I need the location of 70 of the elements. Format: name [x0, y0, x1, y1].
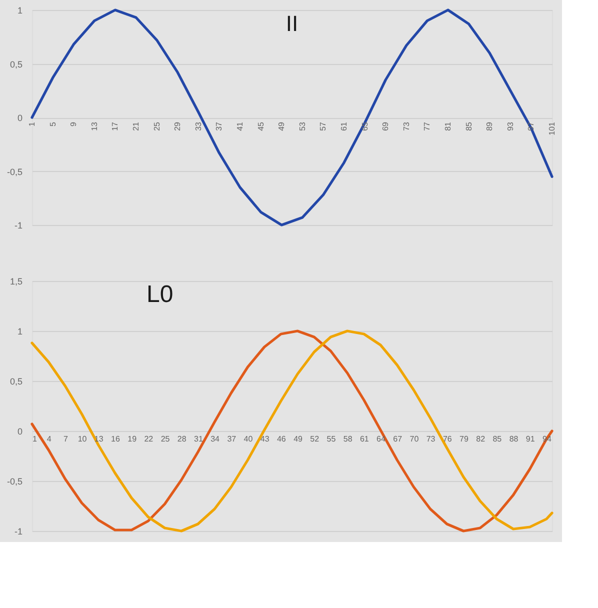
x-tick-label: 61 [360, 434, 370, 444]
x-tick-label: 16 [111, 434, 120, 444]
x-tick-label: 52 [310, 434, 320, 444]
x-tick-label: 85 [464, 121, 474, 131]
x-tick-label: 7 [63, 434, 68, 444]
line-series [30, 8, 554, 226]
x-tick-label: 37 [214, 121, 224, 131]
x-tick-label: 1 [32, 434, 38, 444]
x-tick-label: 5 [48, 121, 58, 126]
x-tick-label: 29 [173, 121, 182, 131]
x-tick-label: 41 [236, 121, 244, 131]
x-tick-label: 73 [402, 121, 411, 131]
x-tick-label: 88 [509, 434, 519, 444]
y-tick-label: 1 [17, 326, 22, 336]
x-tick-label: 81 [444, 121, 452, 131]
x-tick-label: 1 [28, 121, 36, 126]
x-tick-label: 77 [422, 121, 432, 131]
line-series [30, 330, 554, 532]
y-tick-label: -0,5 [6, 166, 22, 177]
y-tick-label: -1 [14, 220, 22, 230]
x-tick-label: 53 [298, 121, 307, 131]
x-tick-label: 89 [485, 121, 494, 131]
x-tick-label: 91 [526, 434, 536, 444]
x-tick-label: 9 [69, 121, 78, 126]
x-tick-label: 57 [318, 121, 328, 131]
x-tick-label: 65 [360, 121, 370, 131]
x-tick-label: 93 [506, 121, 515, 131]
y-tick-label: 0,5 [10, 59, 22, 70]
x-tick-label: 25 [160, 434, 170, 444]
x-tick-label: 13 [90, 121, 99, 131]
x-tick-label: 19 [128, 434, 138, 444]
x-tick-label: 97 [526, 121, 536, 131]
x-tick-label: 55 [326, 434, 336, 444]
y-tick-label: 0 [17, 113, 22, 123]
x-tick-label: 25 [152, 121, 162, 131]
chart-title: L0 [146, 281, 174, 308]
x-tick-label: 33 [194, 121, 203, 131]
x-tick-label: 49 [277, 121, 286, 131]
x-tick-label: 43 [260, 434, 270, 444]
x-tick-label: 37 [227, 434, 237, 444]
x-tick-label: 76 [442, 434, 452, 444]
y-tick-label: 1 [17, 6, 22, 16]
x-tick-label: 4 [46, 434, 52, 444]
x-tick-label: 17 [110, 121, 120, 131]
x-tick-label: 40 [244, 434, 254, 444]
x-tick-label: 69 [381, 121, 390, 131]
y-tick-label: 0 [17, 426, 22, 436]
x-tick-label: 70 [410, 434, 420, 444]
x-tick-label: 22 [144, 434, 154, 444]
x-tick-label: 10 [78, 434, 88, 444]
x-tick-label: 101 [548, 121, 556, 136]
x-tick-label: 61 [340, 121, 348, 131]
x-tick-label: 58 [343, 434, 353, 444]
x-tick-label: 34 [210, 434, 220, 444]
x-tick-label: 49 [294, 434, 304, 444]
x-tick-label: 79 [460, 434, 469, 444]
x-tick-label: 85 [492, 434, 502, 444]
chart-title: II [286, 11, 298, 36]
x-tick-label: 67 [393, 434, 403, 444]
y-tick-label: -1 [14, 526, 22, 536]
x-tick-label: 73 [426, 434, 436, 444]
x-tick-label: 82 [476, 434, 486, 444]
y-tick-label: -0,5 [6, 476, 22, 486]
y-tick-label: 0,5 [10, 376, 22, 386]
y-tick-label: 1,5 [10, 276, 22, 286]
x-tick-label: 31 [194, 434, 204, 444]
x-tick-label: 28 [177, 434, 187, 444]
x-tick-label: 21 [132, 121, 140, 131]
x-tick-label: 46 [276, 434, 286, 444]
x-tick-label: 45 [256, 121, 266, 131]
